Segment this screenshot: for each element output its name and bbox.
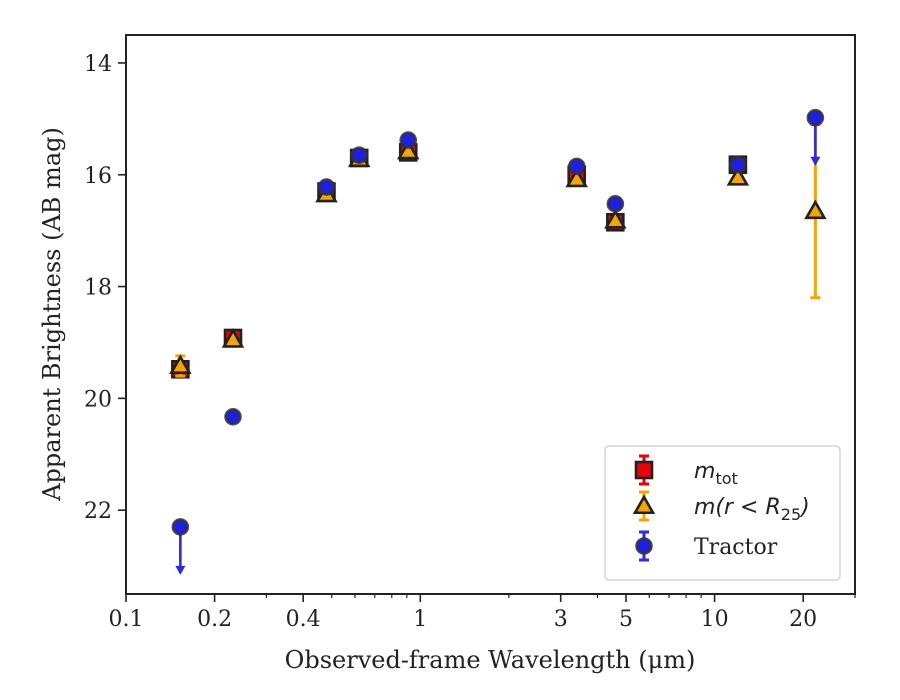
x-tick-label: 20 — [789, 607, 817, 632]
series-tractor — [171, 108, 825, 575]
legend-label-mtot: mtot — [694, 459, 738, 488]
tractor-point — [171, 518, 190, 536]
y-tick-label: 16 — [84, 164, 112, 189]
tractor-point — [224, 407, 242, 426]
legend-marker-tractor — [635, 537, 653, 555]
x-tick-label: 5 — [619, 607, 633, 632]
x-tick-label: 10 — [701, 607, 729, 632]
tractor-point — [399, 131, 418, 149]
tractor-point — [350, 146, 368, 164]
axis-ticks: 0.1 0.2 0.4 1 3 5 10 20 14 16 18 20 22 — [84, 52, 856, 632]
x-tick-label: 0.4 — [286, 607, 321, 632]
legend-box — [604, 445, 841, 581]
tractor-point — [567, 157, 586, 176]
mr25-point — [169, 354, 192, 374]
x-tick-label: 1 — [413, 607, 427, 632]
data-marks — [169, 108, 827, 575]
mr25-point — [804, 199, 827, 220]
tractor-point — [317, 178, 336, 196]
mr25-point — [726, 165, 750, 186]
legend: mtot m(r < R25) Tractor — [604, 445, 841, 581]
y-axis-label: Apparent Brightness (AB mag) — [38, 127, 66, 502]
legend-label-tractor: Tractor — [694, 535, 778, 560]
tractor-point — [606, 195, 625, 213]
y-tick-label: 20 — [84, 387, 112, 412]
plot-area — [125, 34, 856, 595]
tractor-point — [806, 108, 825, 127]
legend-label-mr25: m(r < R25) — [694, 495, 810, 524]
mr25-point — [565, 167, 588, 188]
upper-limit-arrowhead — [175, 565, 186, 575]
series-mr25 — [169, 122, 827, 378]
mr25-point — [221, 328, 245, 348]
x-tick-label: 0.2 — [197, 607, 232, 632]
mr25-point — [604, 208, 627, 229]
series-mtot — [171, 143, 748, 379]
y-tick-label: 22 — [84, 499, 112, 524]
tractor-point — [729, 155, 747, 174]
upper-limit-arrowhead — [810, 156, 821, 166]
x-tick-label: 0.1 — [109, 607, 144, 632]
y-tick-label: 14 — [84, 52, 112, 77]
mr25-point — [396, 139, 420, 160]
y-tick-label: 18 — [84, 276, 112, 301]
x-axis-label: Observed-frame Wavelength (μm) — [285, 646, 696, 674]
x-tick-label: 3 — [554, 607, 568, 632]
legend-marker-mtot — [634, 460, 654, 480]
legend-marker-mr25 — [632, 494, 656, 515]
